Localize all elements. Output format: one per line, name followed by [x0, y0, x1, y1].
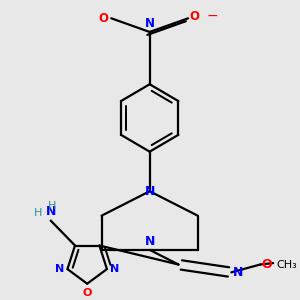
Text: N: N: [55, 264, 64, 274]
Text: −: −: [207, 8, 218, 22]
Text: O: O: [98, 12, 108, 25]
Text: N: N: [233, 266, 243, 279]
Text: N: N: [110, 264, 119, 274]
Text: CH₃: CH₃: [276, 260, 297, 269]
Text: O: O: [190, 10, 200, 23]
Text: H: H: [48, 201, 56, 211]
Text: N: N: [145, 236, 155, 248]
Text: O: O: [262, 258, 272, 271]
Text: H: H: [34, 208, 42, 218]
Text: N: N: [145, 185, 155, 198]
Text: O: O: [82, 288, 92, 298]
Text: N: N: [46, 205, 56, 218]
Text: N: N: [145, 17, 155, 31]
